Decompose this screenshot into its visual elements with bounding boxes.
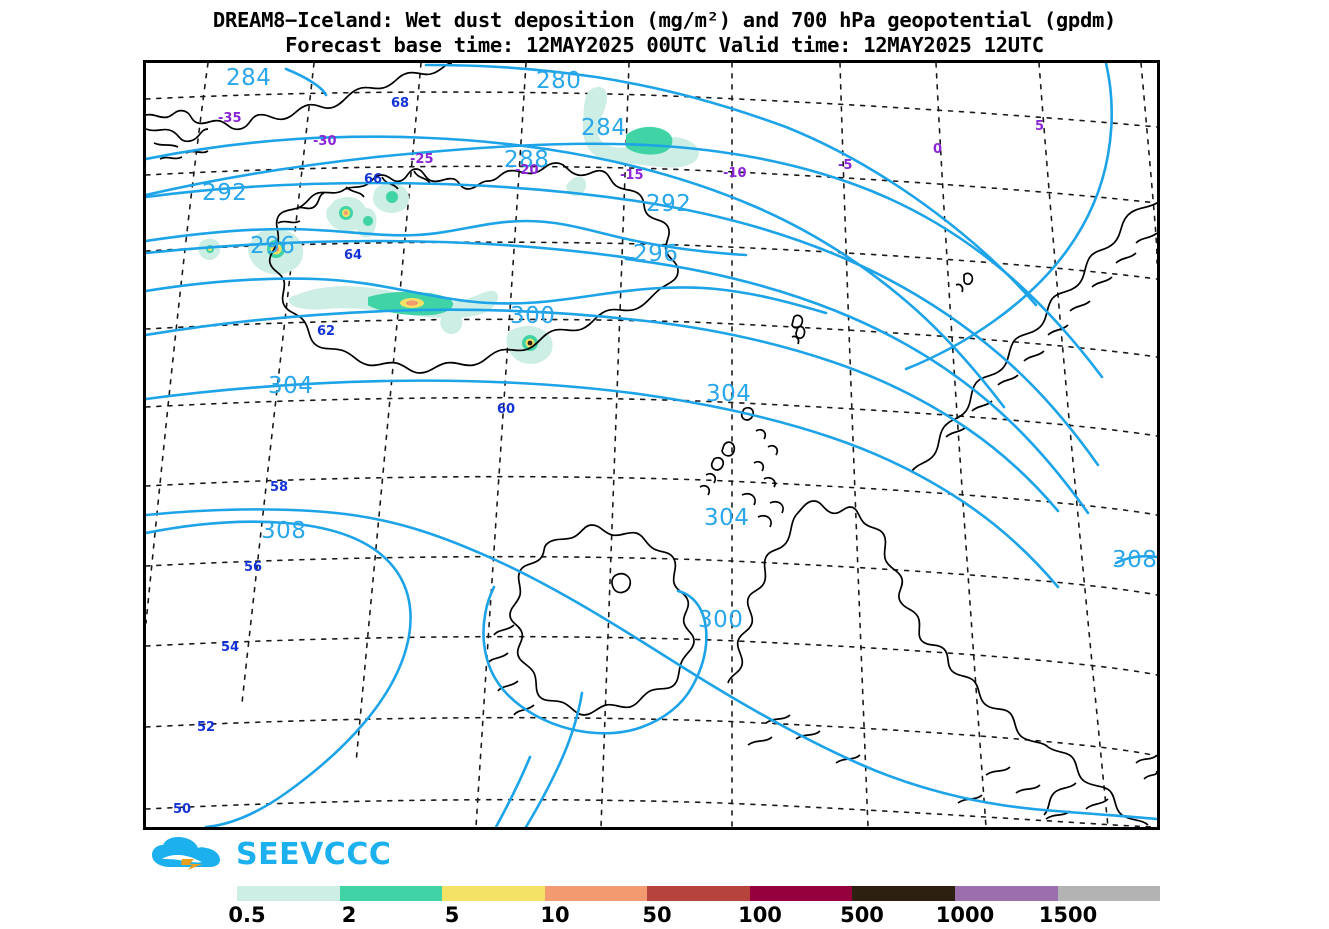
colorbar-segment [339,886,443,901]
coastlines [146,63,1157,826]
colorbar-tick-label: 1000 [935,903,995,927]
colorbar-segment [1057,886,1161,901]
colorbar-segments [237,886,1161,901]
colorbar-segment [442,886,545,901]
seevccc-logo[interactable]: SEEVCCC [148,835,391,873]
colorbar-tick-label: 2 [341,903,357,927]
geopotential-contours [146,63,1157,827]
chart-title-line-2: Forecast base time: 12MAY2025 00UTC Vali… [285,33,1044,57]
colorbar-segment [749,886,853,901]
colorbar-tick-label: 50 [642,903,672,927]
colorbar-tick-label: 0.5 [228,903,266,927]
graticule-latitudes [146,91,1157,827]
dust-deposition-shading [198,86,699,364]
colorbar-tick-labels: 0.5 2 5 10 50 100 500 1000 1500 [228,901,1160,929]
chart-title-line-1: DREAM8−Iceland: Wet dust deposition (mg/… [212,8,1117,32]
colorbar-segment [237,886,340,901]
logo-wordmark: SEEVCCC [236,836,392,872]
graticule-longitudes [146,63,1157,827]
colorbar-segment [647,886,750,901]
chart-title-block: DREAM8−Iceland: Wet dust deposition (mg/… [0,8,1329,58]
colorbar: 0.5 2 5 10 50 100 500 1000 1500 [228,886,1161,929]
colorbar-segment [852,886,955,901]
colorbar-tick-label: 1500 [1038,903,1098,927]
map-panel[interactable]: 284 280 284 288 292 292 296 296 300 304 … [143,60,1160,830]
colorbar-segment [954,886,1058,901]
map-graphics [146,63,1157,827]
cloud-icon [152,837,220,870]
colorbar-tick-label: 10 [540,903,570,927]
colorbar-tick-label: 100 [738,903,782,927]
colorbar-tick-label: 5 [444,903,460,927]
colorbar-segment [544,886,648,901]
colorbar-tick-label: 500 [840,903,884,927]
